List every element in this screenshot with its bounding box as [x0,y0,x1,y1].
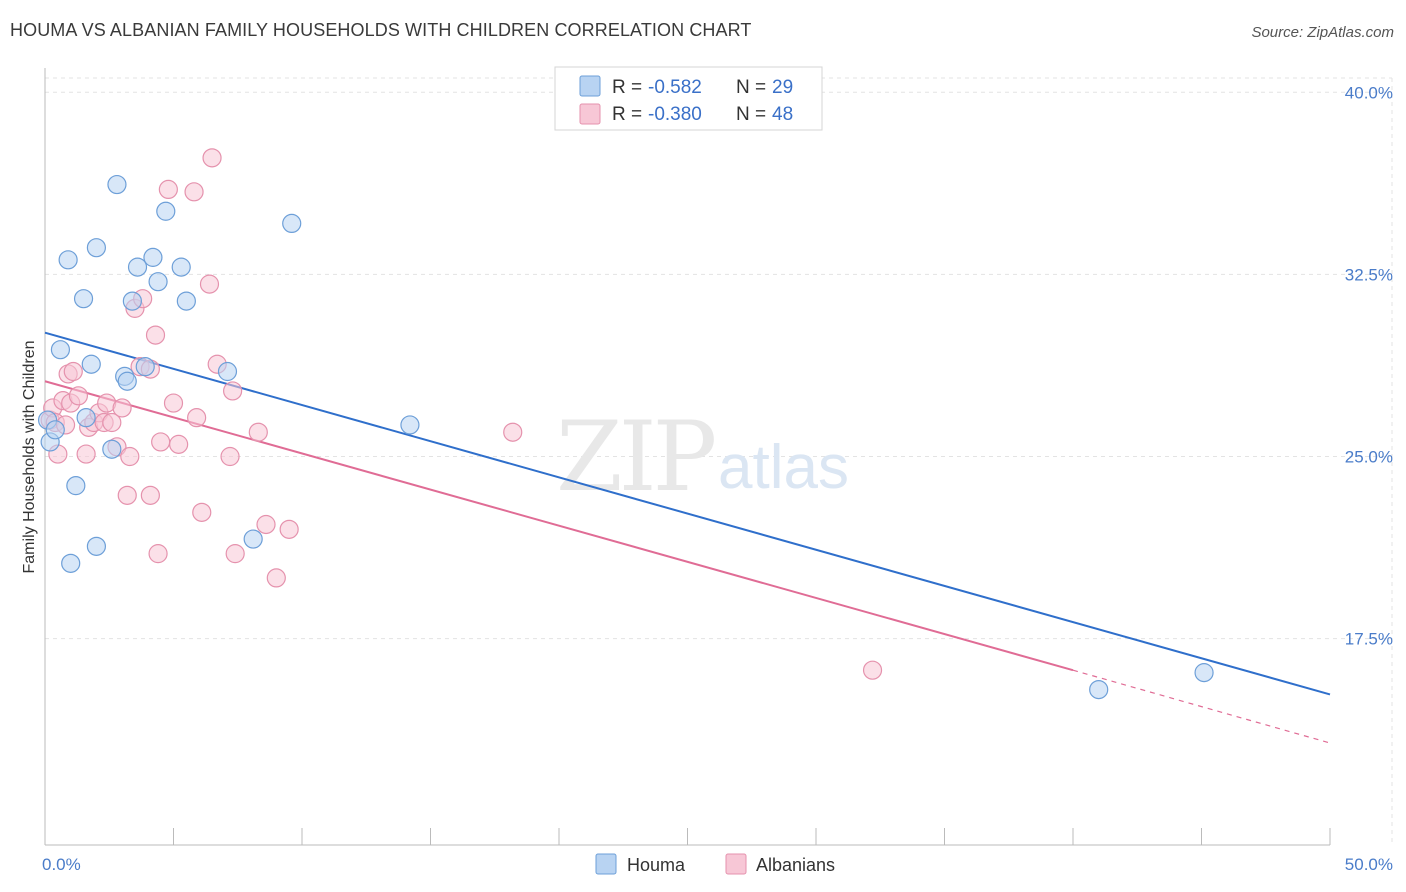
houma-point [76,408,96,428]
y-tick-label: 40.0% [1345,83,1393,102]
houma-point [135,357,155,377]
houma-point [171,257,191,277]
albanians-point [158,179,178,200]
houma-point [148,272,168,292]
albanians-series-label: Albanians [756,855,835,875]
houma-point [143,247,163,267]
albanians-point [117,485,137,505]
houma-point [45,420,65,440]
y-tick-labels: 17.5% 25.0% 32.5% 40.0% [1345,83,1393,648]
houma-point [102,439,122,459]
houma-point [61,553,81,573]
houma-n-value: 29 [772,77,793,98]
watermark-zip: ZIP [556,401,715,513]
albanians-r-value: -0.380 [648,104,702,125]
houma-trend-line [44,331,1331,696]
houma-point [107,174,127,195]
albanians-r-label: R = [612,104,642,125]
albanians-point [151,432,171,452]
albanians-point [187,408,207,428]
houma-r-label: R = [612,77,642,98]
houma-point [156,201,176,221]
albanians-point [140,485,160,505]
albanians-point [63,361,83,382]
houma-point [58,250,78,270]
albanians-point [112,398,132,418]
houma-point [1089,679,1109,700]
x-tick-label: 50.0% [1345,855,1393,874]
albanians-point [256,514,276,535]
houma-point [243,529,263,549]
stats-legend: R = -0.582 N = 29 R = -0.380 N = 48 [554,66,823,131]
watermark: ZIP atlas [556,401,849,513]
albanians-n-label: N = [736,104,766,125]
houma-point [86,536,107,556]
albanians-point [163,393,184,413]
x-tick-label: 0.0% [42,855,81,874]
y-tick-label: 17.5% [1345,630,1393,649]
series-legend: Houma Albanians [595,853,835,875]
houma-r-value: -0.582 [648,77,702,98]
albanians-point [199,274,220,294]
houma-point [50,340,71,360]
houma-point [176,291,196,311]
albanians-point [145,325,166,345]
albanians-point [279,519,299,539]
houma-point [117,371,137,391]
chart-title: HOUMA VS ALBANIAN FAMILY HOUSEHOLDS WITH… [10,20,752,40]
y-tick-label: 25.0% [1345,448,1393,467]
y-axis-title: Family Households with Children [21,341,38,574]
albanians-point [148,544,168,564]
houma-point [282,213,302,233]
houma-series-label: Houma [627,855,686,875]
albanians-point [120,446,140,467]
albanians-point [76,444,96,464]
houma-point [86,238,107,258]
albanians-point [225,544,245,564]
albanians-point [102,412,122,433]
albanians-point [68,386,89,406]
albanians-point [862,660,883,680]
trend-lines [44,331,1331,744]
albanians-point [503,422,523,442]
albanians-n-value: 48 [772,104,793,125]
y-tick-label: 32.5% [1345,265,1393,284]
albanians-point [220,446,240,467]
albanians-trend-line [44,380,1074,672]
x-tick-labels: 0.0% 50.0% [42,855,1393,874]
albanians-point [248,422,268,442]
albanians-point [266,568,286,588]
houma-n-label: N = [736,77,766,98]
albanians-point [192,502,212,522]
houma-point [66,476,86,496]
source-credit: Source: ZipAtlas.com [1251,24,1394,41]
houma-legend-swatch [579,75,601,97]
albanians-point [223,381,243,401]
houma-point [81,354,101,374]
albanians-trend-extension [1072,669,1331,744]
axes [44,68,1331,846]
albanians-series-swatch [725,853,747,875]
albanians-point [184,182,204,202]
albanians-point [202,148,222,168]
houma-point [1194,663,1214,683]
houma-series-swatch [595,853,617,875]
data-points [37,148,1214,700]
houma-point [122,291,142,311]
houma-point [217,361,238,382]
albanians-legend-swatch [579,103,601,125]
watermark-atlas: atlas [718,433,849,502]
albanians-point [169,434,189,454]
houma-point [400,415,420,435]
houma-point [73,289,94,309]
houma-point [127,257,148,277]
